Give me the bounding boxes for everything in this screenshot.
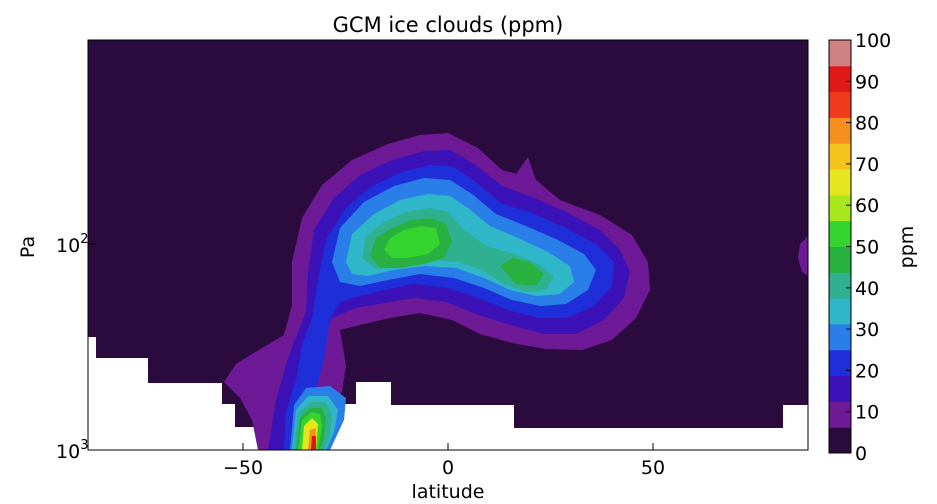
colorbar-segment bbox=[829, 117, 851, 144]
colorbar-segment bbox=[829, 194, 851, 222]
contour-patch-right-edge bbox=[798, 236, 808, 276]
missing-data-region-middle bbox=[315, 382, 808, 450]
y-axis: 102 103 Pa bbox=[17, 232, 96, 463]
colorbar-segment bbox=[829, 246, 851, 273]
contour-band-85-95 bbox=[311, 436, 316, 450]
colorbar-tick-label: 40 bbox=[855, 278, 879, 300]
colorbar-segment bbox=[829, 298, 851, 325]
colorbar-segment bbox=[829, 220, 851, 247]
colorbar-tick-label: 50 bbox=[855, 237, 879, 259]
x-tick-label: 50 bbox=[641, 457, 665, 479]
colorbar-segment bbox=[829, 401, 851, 428]
x-axis-label: latitude bbox=[412, 481, 485, 503]
x-axis: −50 0 50 latitude bbox=[223, 443, 665, 503]
colorbar-segment bbox=[829, 143, 851, 170]
colorbar-tick-label: 30 bbox=[855, 319, 879, 341]
y-tick-label-100: 102 bbox=[56, 232, 88, 257]
colorbar-tick-label: 0 bbox=[855, 443, 867, 465]
chart-title: GCM ice clouds (ppm) bbox=[333, 13, 564, 37]
colorbar-segment bbox=[829, 375, 851, 402]
colorbar-segment bbox=[829, 91, 851, 118]
colorbar-tick-label: 10 bbox=[855, 402, 879, 424]
colorbar-tick-label: 60 bbox=[855, 195, 879, 217]
colorbar-segment bbox=[829, 349, 851, 377]
colorbar-segment bbox=[829, 323, 851, 351]
colorbar-segment bbox=[829, 427, 851, 454]
colorbar-tick-label: 90 bbox=[855, 71, 879, 93]
plot-area bbox=[88, 40, 808, 450]
x-tick-label: −50 bbox=[223, 457, 263, 479]
colorbar-segment bbox=[829, 40, 851, 67]
colorbar-frame bbox=[828, 39, 852, 454]
missing-data-region-left bbox=[88, 337, 258, 450]
colorbar-segment bbox=[829, 169, 851, 196]
y-tick-label-1000: 103 bbox=[56, 438, 88, 463]
colorbar: 0 10 20 30 40 50 60 70 80 90 100 bbox=[829, 30, 891, 465]
y-axis-label: Pa bbox=[17, 236, 39, 258]
colorbar-tick-label: 100 bbox=[855, 30, 891, 52]
colorbar-segment bbox=[829, 65, 851, 93]
colorbar-tick-label: 80 bbox=[855, 113, 879, 135]
x-tick-label: 0 bbox=[442, 457, 454, 479]
colorbar-label: ppm bbox=[896, 226, 918, 269]
colorbar-tick-label: 20 bbox=[855, 360, 879, 382]
colorbar-segment bbox=[829, 272, 851, 299]
contour-band-35-45 bbox=[294, 208, 554, 450]
colorbar-tick-label: 70 bbox=[855, 154, 879, 176]
